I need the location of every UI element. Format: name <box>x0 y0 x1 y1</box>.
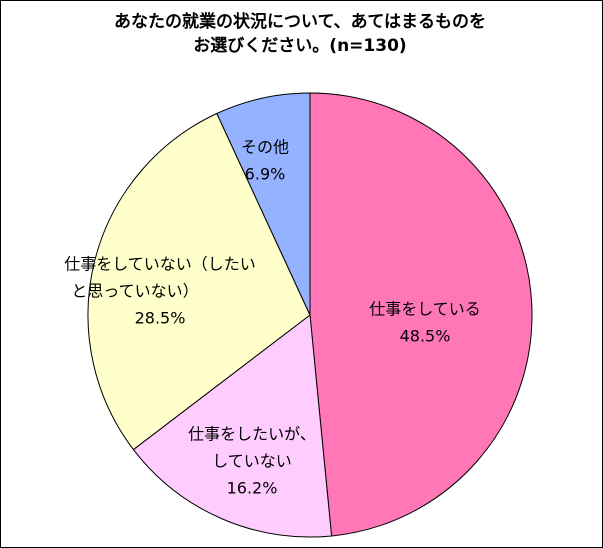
chart-title: あなたの就業の状況について、あてはまるものを <box>114 11 486 32</box>
value-label: 6.9% <box>245 165 286 184</box>
slice-label: 仕事をしている <box>369 300 481 319</box>
slice-label: していない <box>212 452 292 471</box>
chart-title: お選びください。(n=130) <box>193 36 406 56</box>
pie-slice <box>87 112 311 451</box>
value-label: 28.5% <box>135 309 186 328</box>
pie-slice <box>216 92 311 316</box>
value-label: 16.2% <box>227 479 278 498</box>
slice-label: 仕事をしていない（したい <box>64 255 256 274</box>
slice-label: と思っていない） <box>71 282 198 301</box>
pie-slice <box>132 314 333 538</box>
slice-label: 仕事をしたいが、 <box>188 425 316 444</box>
slice-label: その他 <box>241 138 289 157</box>
pie-slice <box>309 92 533 537</box>
value-label: 48.5% <box>400 327 451 346</box>
